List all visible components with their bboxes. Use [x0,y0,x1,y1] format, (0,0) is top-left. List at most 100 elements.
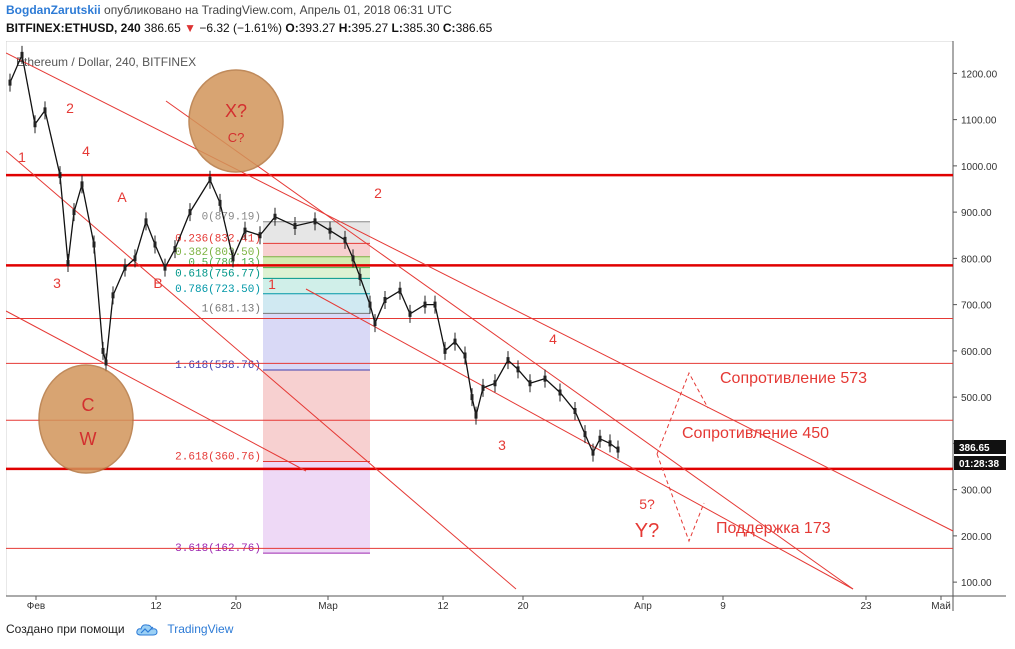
candle-body [273,213,277,220]
candle-body [218,199,222,206]
footer: Создано при помощи TradingView [6,622,233,637]
fib-level-label: 0.5(780.13) [188,258,261,270]
tradingview-link[interactable]: TradingView [167,622,234,636]
open-value: 393.27 [298,21,336,35]
fib-level-label: 2.618(360.76) [175,452,261,464]
candle-body [208,176,212,183]
candle-body [104,359,108,366]
candle-body [591,449,595,456]
y-tick-label: 500.00 [961,393,992,404]
y-tick-label: 1100.00 [961,116,997,127]
candle-body [243,227,247,234]
y-tick-label: 1200.00 [961,69,998,80]
candle-body [293,223,297,229]
wave-label: 4 [549,331,557,347]
made-with-text: Создано при помощи [6,622,125,636]
projection-up-line [656,371,709,455]
candle-body [43,107,47,114]
candle-body [144,218,148,225]
candle-body [58,172,62,179]
candle-body [33,121,37,128]
fib-zone [263,256,370,268]
down-arrow-icon: ▼ [184,21,196,35]
close-label: C: [442,21,456,35]
candle-body [608,440,612,447]
candle-body [598,435,602,442]
candle-body [8,79,12,86]
channel-line [305,288,854,590]
candle-body [398,287,402,294]
wave-label: 2 [374,185,382,201]
x-tick-label: Фев [27,601,45,611]
candle-body [423,301,427,308]
fib-level-label: 0.382(803.50) [175,247,261,259]
candle-body [474,412,478,419]
author-link[interactable]: BogdanZarutskii [6,3,101,17]
circle-w-label: W [80,429,97,449]
candle-body [173,246,177,253]
symbol-label: BITFINEX:ETHUSD, 240 [6,21,141,35]
support-173-label: Поддержка 173 [716,520,831,537]
candle-body [188,209,192,216]
candle-body [72,209,76,216]
wave-label: 3 [53,275,61,291]
x-tick-label: Мар [318,601,338,611]
candle-body [80,181,84,188]
price-chart[interactable]: 1200.001100.001000.00900.00800.00700.006… [6,41,1006,611]
fib-level-label: 0.618(756.77) [175,268,261,280]
fib-level-label: 1.618(558.76) [175,360,261,372]
candle-body [343,236,347,243]
resistance-573-label: Сопротивление 573 [720,370,867,387]
wave-label: 5? [639,496,655,512]
fib-level-label: 0.786(723.50) [175,284,261,296]
candle-body [101,347,105,354]
circle-x-label: X? [225,101,247,121]
candle-body [516,366,520,373]
fib-zone [263,369,370,462]
candle-body [313,218,317,225]
price-tag: 386.65 [959,443,990,454]
low-label: L: [391,21,403,35]
circle-x-c [188,69,284,173]
price-change: −6.32 (−1.61%) [199,21,283,35]
wave-label: B [153,275,162,291]
fib-zone [263,278,370,294]
last-price: 386.65 [144,21,181,35]
chart-title: Ethereum / Dollar, 240, BITFINEX [16,55,196,69]
channel-line [6,310,307,472]
close-value: 386.65 [455,21,493,35]
fib-zone [263,313,370,370]
candle-body [133,255,137,262]
fib-zone [263,461,370,554]
candle-body [368,301,372,308]
candle-body [583,431,587,438]
fib-zone [263,293,370,314]
candle-body [231,255,235,262]
fib-zone [263,221,370,244]
candle-body [408,310,412,317]
candle-body [92,241,96,248]
projection-down-line [656,453,705,543]
fib-level-label: 0(879.19) [202,212,261,224]
candle-body [383,297,387,303]
wave-label: 1 [268,276,276,292]
timer-tag: 01:28:38 [959,459,999,470]
channel-line [6,52,954,532]
x-tick-label: 20 [517,601,529,611]
y-tick-label: 1000.00 [961,162,998,173]
y-tick-label: 700.00 [961,301,992,312]
tradingview-cloud-icon [136,624,158,636]
fib-level-label: 3.618(162.76) [175,543,261,555]
fib-zone [263,267,370,279]
candle-body [443,347,447,354]
x-tick-label: 12 [437,601,449,611]
candle-body [453,338,457,345]
chart-frame[interactable]: 1200.00 1100.00 1000.00 900.00 800.00 700.00 6… [6,41,1006,611]
candle-body [351,255,355,262]
y-tick-label: 100.00 [961,578,992,589]
x-tick-label: Май [931,601,951,611]
high-value: 395.27 [351,21,389,35]
candle-body [470,394,474,401]
candle-body [358,273,362,280]
wave-label: 3 [498,437,506,453]
